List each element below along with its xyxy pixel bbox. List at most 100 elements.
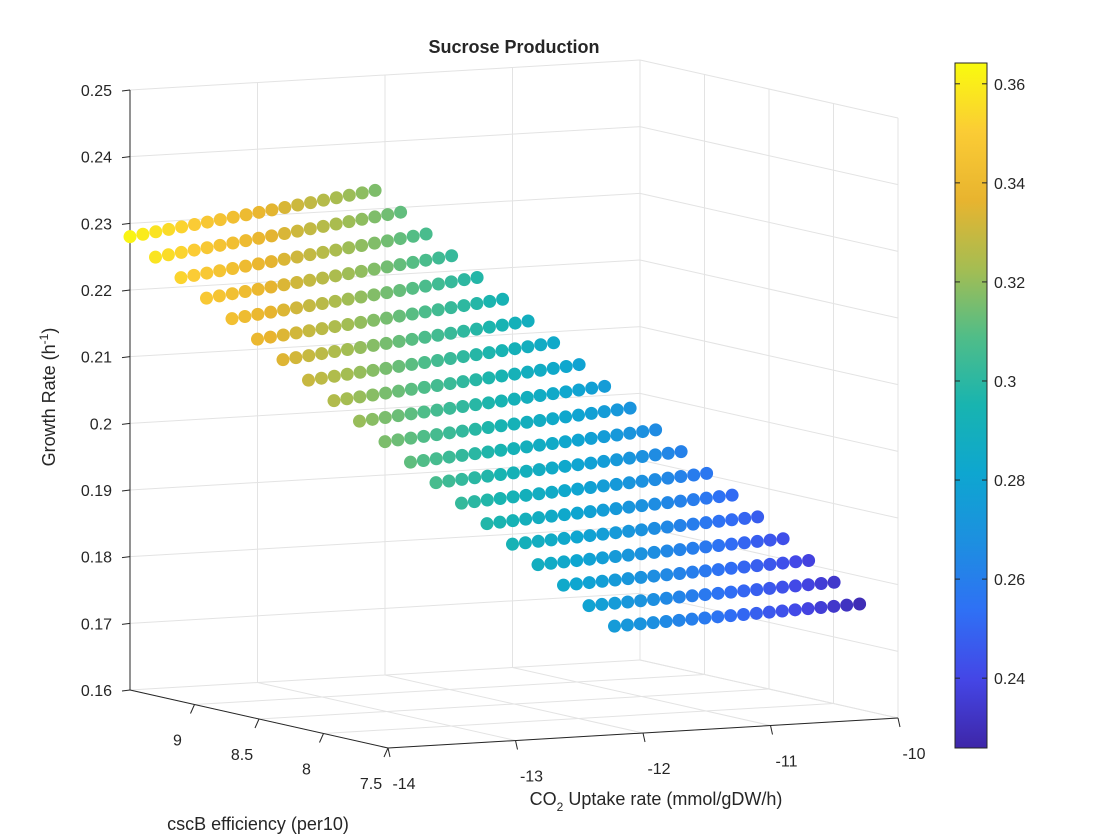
data-point bbox=[559, 359, 573, 373]
data-point bbox=[508, 367, 522, 381]
data-point bbox=[226, 210, 240, 224]
data-point bbox=[468, 422, 482, 436]
data-point bbox=[698, 588, 712, 602]
data-point bbox=[788, 603, 802, 617]
data-point bbox=[572, 358, 586, 372]
data-point bbox=[431, 328, 445, 342]
data-point bbox=[443, 377, 457, 391]
data-point bbox=[674, 445, 688, 459]
data-point bbox=[239, 259, 252, 273]
data-point bbox=[776, 532, 790, 546]
data-point bbox=[814, 576, 828, 590]
y-tick-label: 9 bbox=[173, 733, 182, 750]
grid-line bbox=[639, 459, 899, 519]
data-point bbox=[328, 294, 342, 308]
data-point bbox=[456, 400, 470, 413]
data-point bbox=[482, 320, 496, 334]
data-point bbox=[609, 526, 623, 540]
data-point bbox=[290, 301, 303, 315]
data-point bbox=[750, 559, 764, 573]
data-point bbox=[444, 275, 458, 289]
label-part: ) bbox=[39, 328, 59, 334]
data-point bbox=[531, 534, 545, 548]
data-point bbox=[482, 396, 495, 410]
data-point bbox=[378, 435, 392, 449]
data-point bbox=[647, 545, 661, 559]
z-tick bbox=[121, 422, 131, 425]
data-point bbox=[596, 503, 610, 517]
data-point bbox=[596, 479, 610, 493]
label-part: Uptake rate (mmol/gDW/h) bbox=[563, 789, 782, 809]
data-point bbox=[136, 227, 150, 241]
data-point bbox=[493, 491, 507, 505]
data-point bbox=[238, 284, 252, 298]
data-point bbox=[302, 324, 316, 338]
data-point bbox=[533, 389, 547, 402]
colorbar-tick-label: 0.36 bbox=[994, 77, 1025, 94]
y-tick bbox=[190, 704, 195, 714]
data-point bbox=[507, 417, 521, 431]
data-point bbox=[455, 496, 468, 510]
data-point bbox=[608, 573, 622, 587]
data-point bbox=[700, 466, 714, 480]
data-point bbox=[251, 307, 265, 321]
data-point bbox=[635, 450, 649, 464]
grid-line bbox=[639, 59, 899, 119]
z-tick bbox=[121, 689, 131, 692]
data-point bbox=[712, 514, 726, 528]
data-point bbox=[521, 314, 535, 328]
data-point bbox=[763, 533, 777, 547]
grid-line bbox=[129, 659, 641, 691]
z-tick-label: 0.25 bbox=[81, 83, 112, 100]
z-tick-label: 0.16 bbox=[81, 683, 112, 700]
data-point bbox=[354, 315, 368, 329]
data-point bbox=[621, 595, 635, 609]
data-point bbox=[341, 267, 355, 281]
y-tick-label: 7.5 bbox=[360, 776, 382, 793]
data-point bbox=[443, 426, 456, 440]
data-point bbox=[264, 280, 278, 294]
data-point bbox=[559, 410, 573, 424]
data-point bbox=[482, 371, 496, 385]
data-point bbox=[404, 455, 417, 469]
data-point bbox=[394, 205, 408, 219]
x-axis-label: CO2 Uptake rate (mmol/gDW/h) bbox=[530, 789, 783, 814]
data-point bbox=[302, 299, 316, 313]
data-point bbox=[583, 529, 597, 543]
data-point bbox=[686, 541, 700, 555]
data-point bbox=[289, 351, 303, 365]
data-point bbox=[750, 534, 764, 548]
data-point bbox=[648, 473, 662, 487]
data-point bbox=[597, 454, 611, 468]
data-point bbox=[469, 373, 483, 387]
data-point bbox=[802, 553, 816, 567]
data-point bbox=[673, 543, 687, 557]
data-point bbox=[596, 551, 609, 565]
data-point bbox=[368, 210, 382, 224]
data-point bbox=[583, 505, 597, 519]
data-point bbox=[470, 322, 483, 336]
data-point bbox=[316, 271, 330, 285]
x-tick bbox=[897, 717, 901, 728]
data-point bbox=[329, 243, 343, 257]
data-point bbox=[557, 508, 571, 522]
data-point bbox=[393, 284, 407, 297]
data-point bbox=[419, 279, 432, 293]
data-point bbox=[393, 258, 407, 272]
data-point bbox=[469, 398, 483, 412]
z-tick bbox=[121, 156, 131, 159]
colorbar-tick-label: 0.24 bbox=[994, 671, 1025, 688]
data-point bbox=[405, 307, 419, 321]
data-point bbox=[853, 597, 867, 611]
grid-line bbox=[639, 192, 899, 252]
data-point bbox=[316, 245, 330, 259]
data-point bbox=[737, 536, 751, 550]
data-point bbox=[264, 255, 278, 269]
label-part: Growth Rate (h bbox=[39, 344, 59, 466]
data-point bbox=[444, 326, 458, 340]
data-point bbox=[302, 349, 316, 363]
data-point bbox=[468, 471, 482, 485]
data-point bbox=[468, 447, 482, 461]
data-point bbox=[328, 320, 342, 334]
data-point bbox=[647, 593, 660, 606]
